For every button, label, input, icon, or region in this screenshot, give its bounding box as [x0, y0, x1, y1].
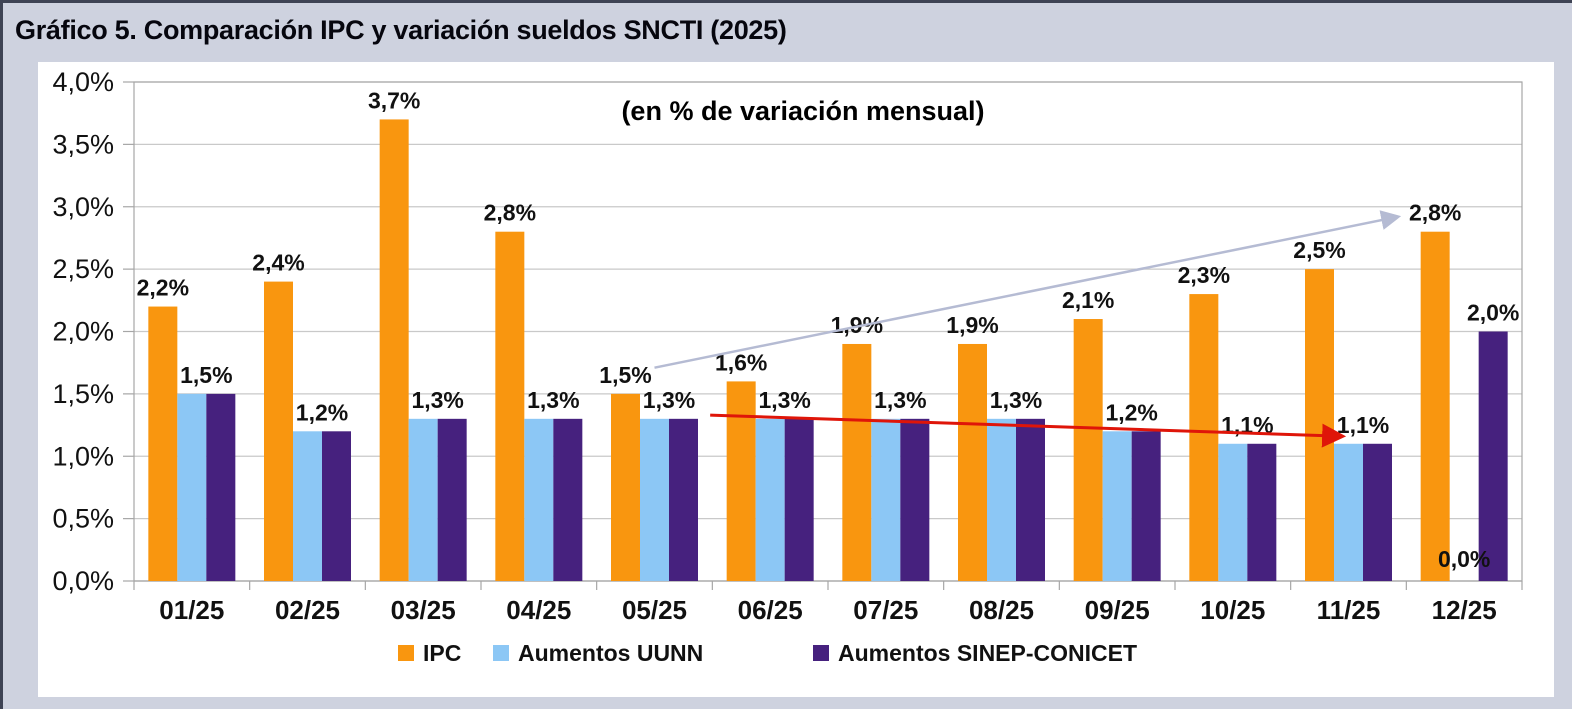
y-tick-label: 1,0% [52, 441, 114, 471]
bar-aumentos-sinep-conicet-09-25 [1131, 431, 1161, 581]
bar-ipc-11-25 [1305, 269, 1334, 581]
bar-ipc-02-25 [264, 281, 293, 581]
ipc-trend-arrow [654, 210, 1402, 369]
bar-value-label-ipc: 1,9% [831, 312, 883, 338]
bar-aumentos-uunn-08-25 [987, 418, 1016, 581]
bar-value-label-aumentos: 1,5% [180, 362, 232, 388]
bar-value-label-ipc: 2,4% [252, 250, 304, 276]
bar-ipc-07-25 [842, 343, 872, 581]
x-tick-label: 04/25 [506, 595, 571, 625]
chart-legend: IPC Aumentos UUNN Aumentos SINEP-CONICET [38, 638, 1554, 672]
bar-value-label-aumentos: 1,3% [411, 387, 463, 413]
legend-swatch-aumentos-uunn [493, 645, 509, 661]
y-tick-label: 3,0% [52, 192, 114, 222]
bar-aumentos-sinep-conicet-08-25 [1016, 418, 1045, 581]
bar-value-label-uunn-dec: 0,0% [1438, 546, 1490, 572]
bar-ipc-08-25 [958, 343, 987, 581]
y-tick-label: 4,0% [52, 67, 114, 97]
bar-ipc-06-25 [726, 381, 756, 581]
x-tick-label: 11/25 [1317, 595, 1381, 625]
bar-value-label-ipc: 2,3% [1178, 262, 1230, 288]
y-tick-label: 0,0% [52, 566, 114, 596]
bar-value-label-ipc: 2,5% [1293, 237, 1345, 263]
bar-ipc-10-25 [1189, 294, 1219, 581]
bar-aumentos-sinep-conicet-06-25 [784, 418, 814, 581]
bar-ipc-03-25 [379, 119, 409, 582]
x-tick-label: 06/25 [738, 595, 803, 625]
bar-aumentos-uunn-09-25 [1102, 431, 1132, 581]
bar-value-label-aumentos: 1,1% [1337, 412, 1389, 438]
bar-aumentos-sinep-conicet-02-25 [322, 431, 351, 581]
bar-aumentos-sinep-conicet-11-25 [1363, 443, 1392, 581]
bar-aumentos-uunn-10-25 [1218, 443, 1248, 581]
bar-aumentos-uunn-06-25 [755, 418, 785, 581]
bar-aumentos-sinep-conicet-01-25 [206, 393, 236, 581]
bar-value-label-aumentos: 1,3% [990, 387, 1042, 413]
bar-aumentos-sinep-conicet-03-25 [437, 418, 467, 581]
bar-value-label-sinep-dec: 2,0% [1467, 300, 1519, 326]
x-tick-label: 02/25 [275, 595, 340, 625]
bar-ipc-05-25 [611, 393, 640, 581]
bar-aumentos-sinep-conicet-10-25 [1247, 443, 1277, 581]
bar-value-label-ipc: 2,1% [1062, 287, 1114, 313]
bar-chart: 4,0% 3,5% 3,0% 2,5% 2,0% 1,5% 1,0% 0,5% 0,0% 01/2… [52, 67, 1523, 625]
legend-label-ipc: IPC [423, 639, 462, 666]
legend-swatch-aumentos-sinep-conicet [813, 645, 829, 661]
x-tick-label: 08/25 [969, 595, 1034, 625]
bar-aumentos-sinep-conicet-05-25 [669, 418, 698, 581]
bar-aumentos-sinep-conicet-12-25 [1478, 331, 1508, 581]
bar-value-label-ipc: 3,7% [368, 87, 420, 113]
chart-panel: 4,0% 3,5% 3,0% 2,5% 2,0% 1,5% 1,0% 0,5% 0,0% 01/2… [38, 62, 1554, 697]
bar-value-label-aumentos: 1,3% [527, 387, 579, 413]
bar-value-label-aumentos: 1,3% [874, 387, 926, 413]
bar-aumentos-sinep-conicet-04-25 [553, 418, 583, 581]
chart-subtitle: (en % de variación mensual) [621, 96, 985, 126]
bar-value-label-aumentos: 1,3% [643, 387, 695, 413]
x-tick-label: 05/25 [622, 595, 687, 625]
legend-swatch-ipc [398, 645, 414, 661]
bar-value-label-aumentos: 1,2% [1105, 399, 1157, 425]
bar-ipc-01-25 [148, 306, 178, 581]
bar-value-label-ipc: 1,5% [599, 362, 651, 388]
bar-aumentos-sinep-conicet-07-25 [900, 418, 930, 581]
chart-title: Gráfico 5. Comparación IPC y variación s… [15, 15, 787, 45]
bar-aumentos-uunn-07-25 [871, 418, 901, 581]
legend-label-aumentos-sinep-conicet: Aumentos SINEP-CONICET [838, 639, 1138, 666]
bar-aumentos-uunn-03-25 [408, 418, 438, 581]
y-tick-label: 2,5% [52, 254, 114, 284]
bar-value-label-ipc: 2,8% [1409, 200, 1461, 226]
x-tick-label: 12/25 [1432, 595, 1497, 625]
y-tick-label: 0,5% [52, 504, 114, 534]
bar-value-label-aumentos: 1,3% [758, 387, 810, 413]
x-tick-label: 07/25 [853, 595, 918, 625]
y-tick-label: 1,5% [52, 379, 114, 409]
bar-ipc-12-25 [1420, 231, 1450, 581]
x-tick-label: 10/25 [1200, 595, 1265, 625]
y-tick-label: 3,5% [52, 129, 114, 159]
aumentos-trend-arrow [710, 413, 1347, 448]
bar-aumentos-uunn-02-25 [293, 431, 322, 581]
bar-aumentos-uunn-05-25 [640, 418, 669, 581]
x-tick-label: 09/25 [1085, 595, 1150, 625]
bar-value-label-aumentos: 1,2% [296, 399, 348, 425]
bar-ipc-09-25 [1073, 319, 1103, 581]
bar-aumentos-uunn-01-25 [177, 393, 207, 581]
x-tick-label: 03/25 [391, 595, 456, 625]
bar-ipc-04-25 [495, 231, 525, 581]
x-tick-label: 01/25 [159, 595, 224, 625]
bar-value-label-ipc: 1,9% [946, 312, 998, 338]
legend-item-aumentos-sinep-conicet: Aumentos SINEP-CONICET [813, 638, 1137, 668]
bar-value-label-ipc: 2,8% [484, 200, 536, 226]
y-tick-label: 2,0% [52, 317, 114, 347]
bar-aumentos-uunn-04-25 [524, 418, 554, 581]
bar-value-label-ipc: 2,2% [137, 275, 189, 301]
legend-item-aumentos-uunn: Aumentos UUNN [493, 638, 703, 668]
legend-label-aumentos-uunn: Aumentos UUNN [518, 639, 704, 666]
legend-item-ipc: IPC [398, 638, 461, 668]
bar-aumentos-uunn-11-25 [1334, 443, 1363, 581]
